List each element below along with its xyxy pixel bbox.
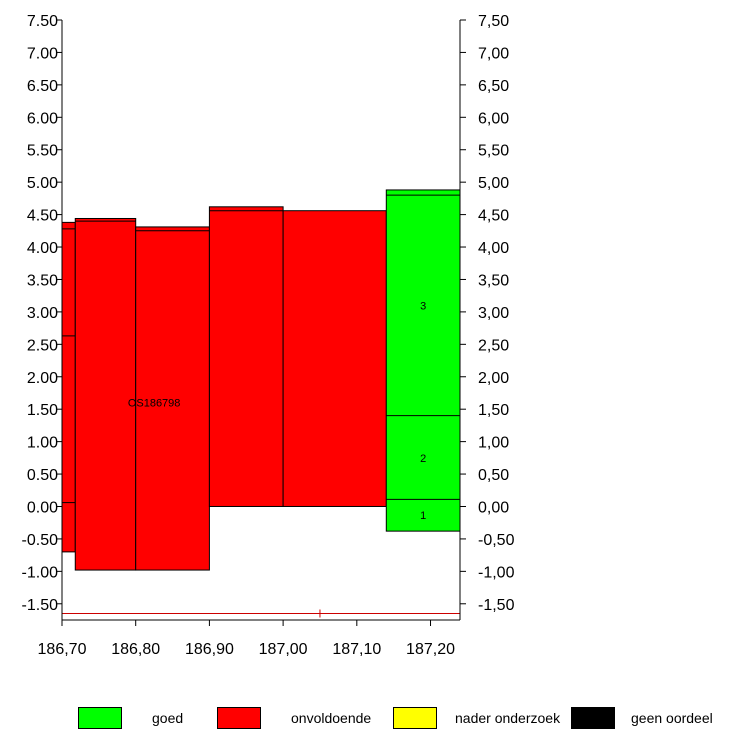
legend-item-goed: goed xyxy=(78,706,183,730)
y-tick-label-left: 3.50 xyxy=(27,272,58,289)
x-tick-label: 186,70 xyxy=(38,641,87,658)
labels-layer: -1.50 -1,50 -1.00 -1,00 -0.50 -0,50 0.00 0,00 0.… xyxy=(22,13,515,658)
legend-swatch-geen-oordeel xyxy=(571,707,615,729)
bar-block-4 xyxy=(282,210,387,507)
bar-block-5 xyxy=(385,189,461,532)
y-tick-label-right: 1,50 xyxy=(478,402,509,419)
y-tick-label-right: 7,50 xyxy=(478,13,509,30)
y-tick-label-left: 0.50 xyxy=(27,467,58,484)
y-tick-label-left: 2.00 xyxy=(27,370,58,387)
y-tick-label-right: 0,50 xyxy=(478,467,509,484)
legend-swatch-onvoldoende xyxy=(217,707,261,729)
x-tick-label: 186,80 xyxy=(111,641,160,658)
x-tick-label: 187,00 xyxy=(259,641,308,658)
y-tick-label-left: 4.00 xyxy=(27,240,58,257)
bar-block-1 xyxy=(74,217,137,571)
legend-item-geen-oordeel: geen oordeel xyxy=(571,706,713,730)
legend-label-nader-onderzoek: nader onderzoek xyxy=(455,710,561,726)
y-tick-label-left: 6.00 xyxy=(27,110,58,127)
y-tick-label-right: 3,50 xyxy=(478,272,509,289)
chart: -1.50 -1,50 -1.00 -1,00 -0.50 -0,50 0.00 0,00 0.… xyxy=(22,13,515,658)
y-tick-label-left: 2.50 xyxy=(27,337,58,354)
y-tick-label-right: -1,50 xyxy=(478,597,515,614)
annotation-1: 3 xyxy=(420,300,426,312)
y-tick-label-right: 4,00 xyxy=(478,240,509,257)
y-tick-label-right: 0,00 xyxy=(478,499,509,516)
y-tick-label-left: -1.00 xyxy=(22,564,59,581)
legend-label-geen-oordeel: geen oordeel xyxy=(631,710,713,726)
y-tick-label-right: -0,50 xyxy=(478,532,515,549)
y-tick-label-left: 5.00 xyxy=(27,175,58,192)
y-tick-label-right: 2,50 xyxy=(478,337,509,354)
annotation-2: 2 xyxy=(420,453,426,465)
y-tick-label-right: 1,00 xyxy=(478,435,509,452)
annotation-3: 1 xyxy=(420,510,426,522)
annotation-0: OS186798 xyxy=(128,398,181,410)
legend-item-onvoldoende: onvoldoende xyxy=(217,706,371,730)
legend-item-nader-onderzoek: nader onderzoek xyxy=(393,706,560,730)
y-tick-label-left: 3.00 xyxy=(27,305,58,322)
y-tick-label-left: 4.50 xyxy=(27,208,58,225)
bar-block-2 xyxy=(135,226,210,571)
y-tick-label-left: 0.00 xyxy=(27,499,58,516)
y-tick-label-right: 4,50 xyxy=(478,208,509,225)
y-tick-label-right: 3,00 xyxy=(478,305,509,322)
y-tick-label-left: -1.50 xyxy=(22,597,59,614)
x-tick-label: 186,90 xyxy=(185,641,234,658)
legend-label-onvoldoende: onvoldoende xyxy=(291,710,372,726)
y-tick-label-right: 7,00 xyxy=(478,45,509,62)
legend-label-goed: goed xyxy=(152,710,184,726)
y-tick-label-right: 2,00 xyxy=(478,370,509,387)
y-tick-label-left: 7.00 xyxy=(27,45,58,62)
y-tick-label-left: -0.50 xyxy=(22,532,59,549)
y-tick-label-right: 5,50 xyxy=(478,143,509,160)
y-tick-label-left: 1.50 xyxy=(27,402,58,419)
bars-layer xyxy=(61,189,461,571)
y-tick-label-left: 5.50 xyxy=(27,143,58,160)
y-tick-label-left: 6.50 xyxy=(27,78,58,95)
legend-swatch-goed xyxy=(78,707,122,729)
x-tick-label: 187,20 xyxy=(406,641,455,658)
y-tick-label-right: 5,00 xyxy=(478,175,509,192)
y-tick-label-left: 7.50 xyxy=(27,13,58,30)
x-tick-label: 187,10 xyxy=(332,641,381,658)
y-tick-label-right: 6,50 xyxy=(478,78,509,95)
legend-swatch-nader-onderzoek xyxy=(393,707,437,729)
y-tick-label-left: 1.00 xyxy=(27,435,58,452)
legend: goed onvoldoende nader onderzoek geen oo… xyxy=(0,706,729,732)
axes-layer xyxy=(56,19,466,626)
y-tick-label-right: 6,00 xyxy=(478,110,509,127)
bar-block-3 xyxy=(208,206,284,507)
y-tick-label-right: -1,00 xyxy=(478,564,515,581)
